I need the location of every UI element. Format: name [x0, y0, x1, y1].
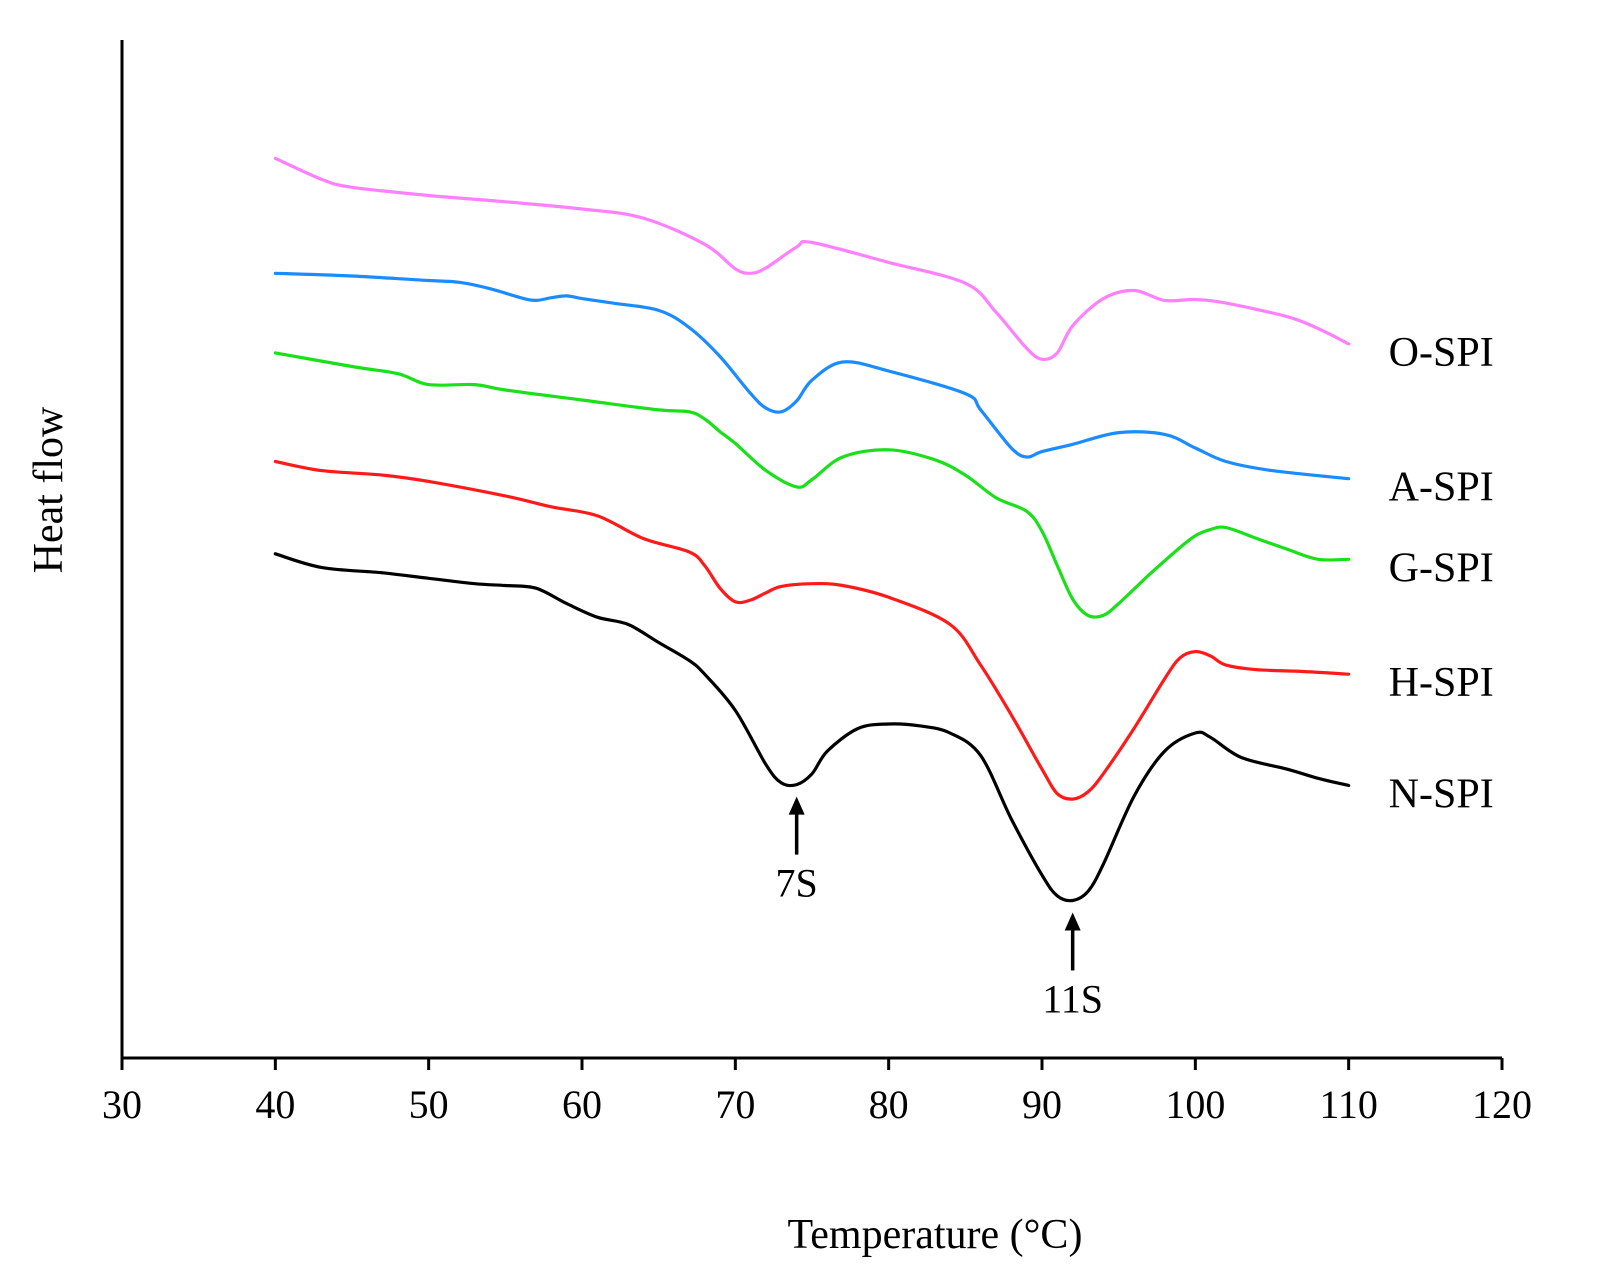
series-label-h-spi: H-SPI [1389, 660, 1494, 706]
x-axis-title: Temperature (°C) [788, 1212, 1083, 1258]
x-ticks: 30 40 50 60 70 80 90 100 110 120 [102, 1058, 1532, 1127]
annotation-label-11s: 11S [1042, 976, 1103, 1021]
annotation-arrow-icon [788, 796, 805, 815]
series-line-o-spi [273, 156, 1351, 362]
x-tick-label: 70 [715, 1082, 755, 1127]
series-line-h-spi [273, 459, 1351, 801]
x-tick-label: 90 [1022, 1082, 1062, 1127]
series-label-o-spi: O-SPI [1389, 330, 1494, 376]
x-tick-label: 40 [255, 1082, 295, 1127]
x-tick-label: 60 [562, 1082, 602, 1127]
series-label-a-spi: A-SPI [1389, 465, 1494, 511]
series-line-g-spi [273, 351, 1351, 619]
annotation-label-7s: 7S [776, 861, 818, 906]
axes [120, 40, 1502, 1060]
annotation-arrow-icon [1064, 912, 1081, 931]
series-label-g-spi: G-SPI [1389, 545, 1494, 591]
series-label-n-spi: N-SPI [1389, 772, 1494, 818]
series-group [273, 156, 1351, 903]
x-tick-label: 30 [102, 1082, 142, 1127]
x-tick-label: 120 [1472, 1082, 1532, 1127]
y-axis-title: Heat flow [26, 406, 72, 573]
series-labels: O-SPI A-SPI G-SPI H-SPI N-SPI [1389, 330, 1494, 818]
x-tick-label: 80 [869, 1082, 909, 1127]
series-line-a-spi [273, 271, 1351, 481]
series-line-n-spi [273, 552, 1351, 903]
x-tick-label: 110 [1319, 1082, 1378, 1127]
x-tick-label: 100 [1165, 1082, 1225, 1127]
x-tick-label: 50 [409, 1082, 449, 1127]
annotations: 7S 11S [776, 796, 1103, 1021]
